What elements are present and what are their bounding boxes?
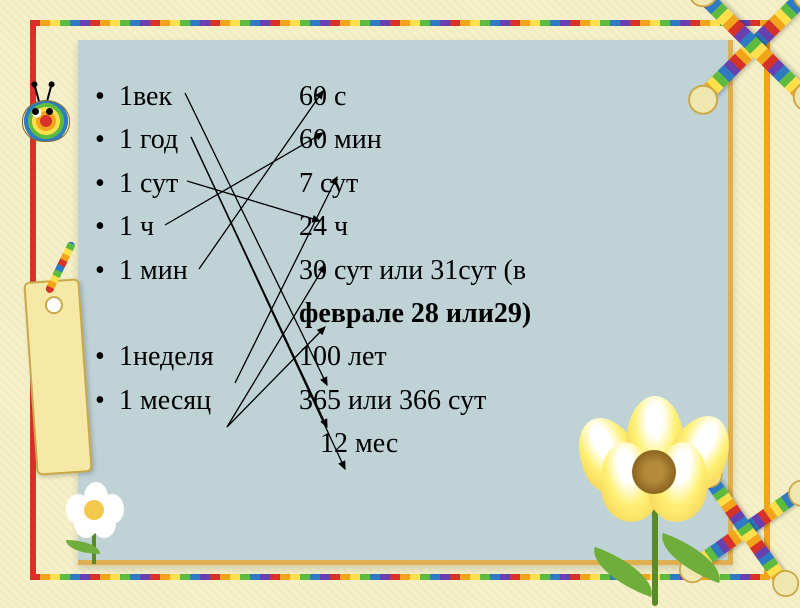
bee-icon (10, 80, 80, 150)
right-term: 60 с (299, 75, 346, 118)
list-item: •1неделя100 лет (95, 335, 715, 378)
right-term: 24 ч (299, 205, 348, 248)
bullet-icon: • (95, 75, 119, 118)
left-term: 1 сут (119, 162, 299, 205)
left-term: 1 ч (119, 205, 299, 248)
bullet-icon: • (95, 205, 119, 248)
small-flower-icon (60, 480, 130, 560)
right-term: 7 сут (299, 162, 358, 205)
right-term: 12 мес (95, 422, 398, 465)
right-term: 30 сут или 31сут (в (299, 249, 526, 292)
bullet-icon: • (95, 335, 119, 378)
list-item: •1век60 с (95, 75, 715, 118)
flower-icon (570, 386, 740, 606)
list-item: •1 ч24 ч (95, 205, 715, 248)
left-term: 1век (119, 75, 299, 118)
left-term: 1 год (119, 118, 299, 161)
left-term: 1неделя (119, 335, 299, 378)
right-term: феврале 28 или29) (95, 292, 531, 335)
left-term: 1 месяц (119, 379, 299, 422)
right-term: 100 лет (299, 335, 387, 378)
bullet-icon: • (95, 249, 119, 292)
left-term: 1 мин (119, 249, 299, 292)
bullet-icon: • (95, 118, 119, 161)
right-term: 365 или 366 сут (299, 379, 486, 422)
bullet-icon: • (95, 162, 119, 205)
list-item: •1 сут 7 сут (95, 162, 715, 205)
list-continuation: феврале 28 или29) (95, 292, 715, 335)
bullet-icon: • (95, 379, 119, 422)
corner-sticks-icon (694, 0, 800, 106)
list-item: •1 мин30 сут или 31сут (в (95, 249, 715, 292)
right-term: 60 мин (299, 118, 382, 161)
list-item: •1 год60 мин (95, 118, 715, 161)
